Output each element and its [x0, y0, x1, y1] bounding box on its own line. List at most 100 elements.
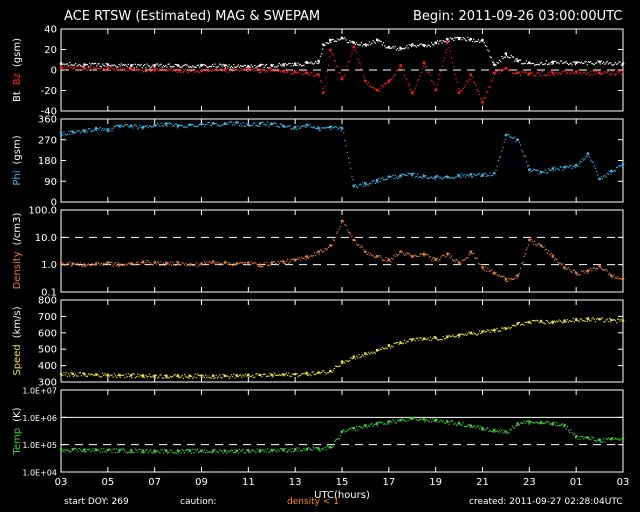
scatter-dot-bt — [463, 38, 465, 40]
scatter-dot-bt — [311, 62, 313, 64]
scatter-dot-speed — [370, 352, 372, 354]
data-point-phi — [609, 169, 613, 173]
scatter-dot-density — [373, 256, 375, 258]
scatter-dot-speed — [395, 342, 398, 344]
scatter-dot-bt — [615, 63, 618, 65]
scatter-dot-density — [147, 260, 149, 262]
scatter-dot-bt — [501, 56, 503, 58]
scatter-dot-temp — [502, 432, 504, 434]
scatter-dot-phi — [356, 186, 358, 188]
scatter-dot-speed — [563, 321, 565, 323]
scatter-dot-density — [245, 264, 248, 266]
scatter-dot-phi — [290, 128, 292, 130]
scatter-dot-bt — [337, 38, 339, 40]
scatter-dot-bz — [536, 72, 538, 74]
scatter-dot-phi — [587, 154, 590, 156]
scatter-dot-bz — [142, 71, 145, 73]
scatter-dot-density — [542, 246, 544, 249]
scatter-dot-temp — [433, 419, 435, 421]
scatter-dot-phi — [606, 173, 608, 175]
scatter-dot-speed — [620, 318, 622, 320]
scatter-dot-bz — [419, 75, 421, 77]
scatter-dot-temp — [534, 422, 536, 424]
data-point-speed — [586, 317, 590, 321]
scatter-dot-bz — [363, 74, 365, 76]
scatter-dot-bt — [585, 61, 587, 63]
scatter-dot-density — [120, 263, 122, 265]
scatter-dot-speed — [391, 345, 393, 347]
scatter-dot-temp — [400, 420, 402, 422]
scatter-dot-bt — [142, 65, 145, 67]
scatter-dot-bz — [99, 68, 101, 70]
scatter-dot-speed — [206, 377, 208, 379]
scatter-dot-temp — [101, 451, 104, 453]
scatter-dot-phi — [66, 133, 69, 135]
scatter-dot-phi — [268, 126, 270, 128]
scatter-dot-density — [600, 267, 602, 269]
scatter-dot-temp — [350, 428, 352, 430]
data-point-density — [106, 261, 110, 264]
scatter-dot-temp — [544, 422, 546, 424]
scatter-dot-bz — [519, 74, 522, 76]
scatter-dot-bt — [385, 47, 387, 49]
data-point-speed — [528, 320, 531, 324]
scatter-dot-temp — [438, 421, 440, 423]
scatter-dot-phi — [283, 126, 285, 128]
scatter-dot-bz — [361, 69, 364, 72]
data-point-temp — [434, 418, 437, 422]
scatter-dot-temp — [439, 420, 441, 422]
scatter-dot-bt — [62, 63, 64, 65]
scatter-dot-bz — [591, 74, 593, 76]
scatter-dot-phi — [110, 127, 112, 129]
scatter-dot-density — [87, 263, 90, 265]
data-point-temp — [165, 449, 168, 453]
scatter-dot-density — [475, 257, 477, 259]
scatter-dot-temp — [62, 449, 64, 451]
ylabel-part-temp-1: (K) — [12, 407, 23, 421]
scatter-dot-speed — [291, 373, 293, 375]
scatter-dot-temp — [425, 419, 427, 421]
scatter-dot-speed — [453, 335, 455, 338]
scatter-dot-density — [326, 248, 328, 250]
scatter-dot-density — [137, 261, 139, 263]
scatter-dot-temp — [104, 450, 106, 453]
scatter-dot-phi — [367, 184, 369, 186]
scatter-dot-bt — [286, 64, 289, 66]
scatter-dot-temp — [298, 447, 300, 449]
scatter-dot-density — [176, 264, 179, 266]
scatter-dot-bt — [96, 65, 98, 67]
scatter-dot-temp — [409, 418, 412, 420]
scatter-dot-speed — [427, 337, 429, 339]
scatter-dot-speed — [509, 328, 511, 330]
scatter-dot-bz — [196, 70, 199, 72]
scatter-dot-temp — [182, 450, 184, 452]
ylabel-part-density-1: (/cm3) — [12, 213, 23, 246]
scatter-dot-phi — [471, 176, 474, 178]
scatter-dot-phi — [549, 169, 551, 171]
scatter-dot-temp — [549, 423, 551, 425]
scatter-dot-speed — [510, 326, 512, 329]
scatter-dot-density — [515, 275, 517, 277]
scatter-dot-temp — [500, 431, 502, 433]
scatter-dot-bz — [421, 68, 423, 70]
scatter-dot-bt — [262, 63, 264, 66]
scatter-dot-bt — [579, 62, 581, 64]
scatter-dot-temp — [430, 421, 433, 423]
data-point-density — [469, 250, 473, 253]
scatter-dot-phi — [138, 127, 140, 129]
scatter-dot-bz — [231, 70, 234, 73]
scatter-dot-bt — [219, 63, 221, 65]
data-point-density — [551, 255, 555, 258]
scatter-dot-density — [563, 268, 565, 270]
scatter-dot-phi — [543, 171, 545, 173]
scatter-dot-temp — [589, 438, 591, 440]
scatter-dot-temp — [385, 423, 387, 426]
data-point-density — [492, 271, 496, 275]
scatter-dot-density — [229, 263, 231, 265]
scatter-dot-temp — [532, 421, 535, 424]
scatter-dot-speed — [126, 376, 128, 378]
scatter-dot-bz — [114, 70, 117, 72]
data-point-speed — [83, 372, 86, 376]
data-point-bt — [422, 44, 426, 47]
scatter-dot-phi — [374, 182, 376, 185]
